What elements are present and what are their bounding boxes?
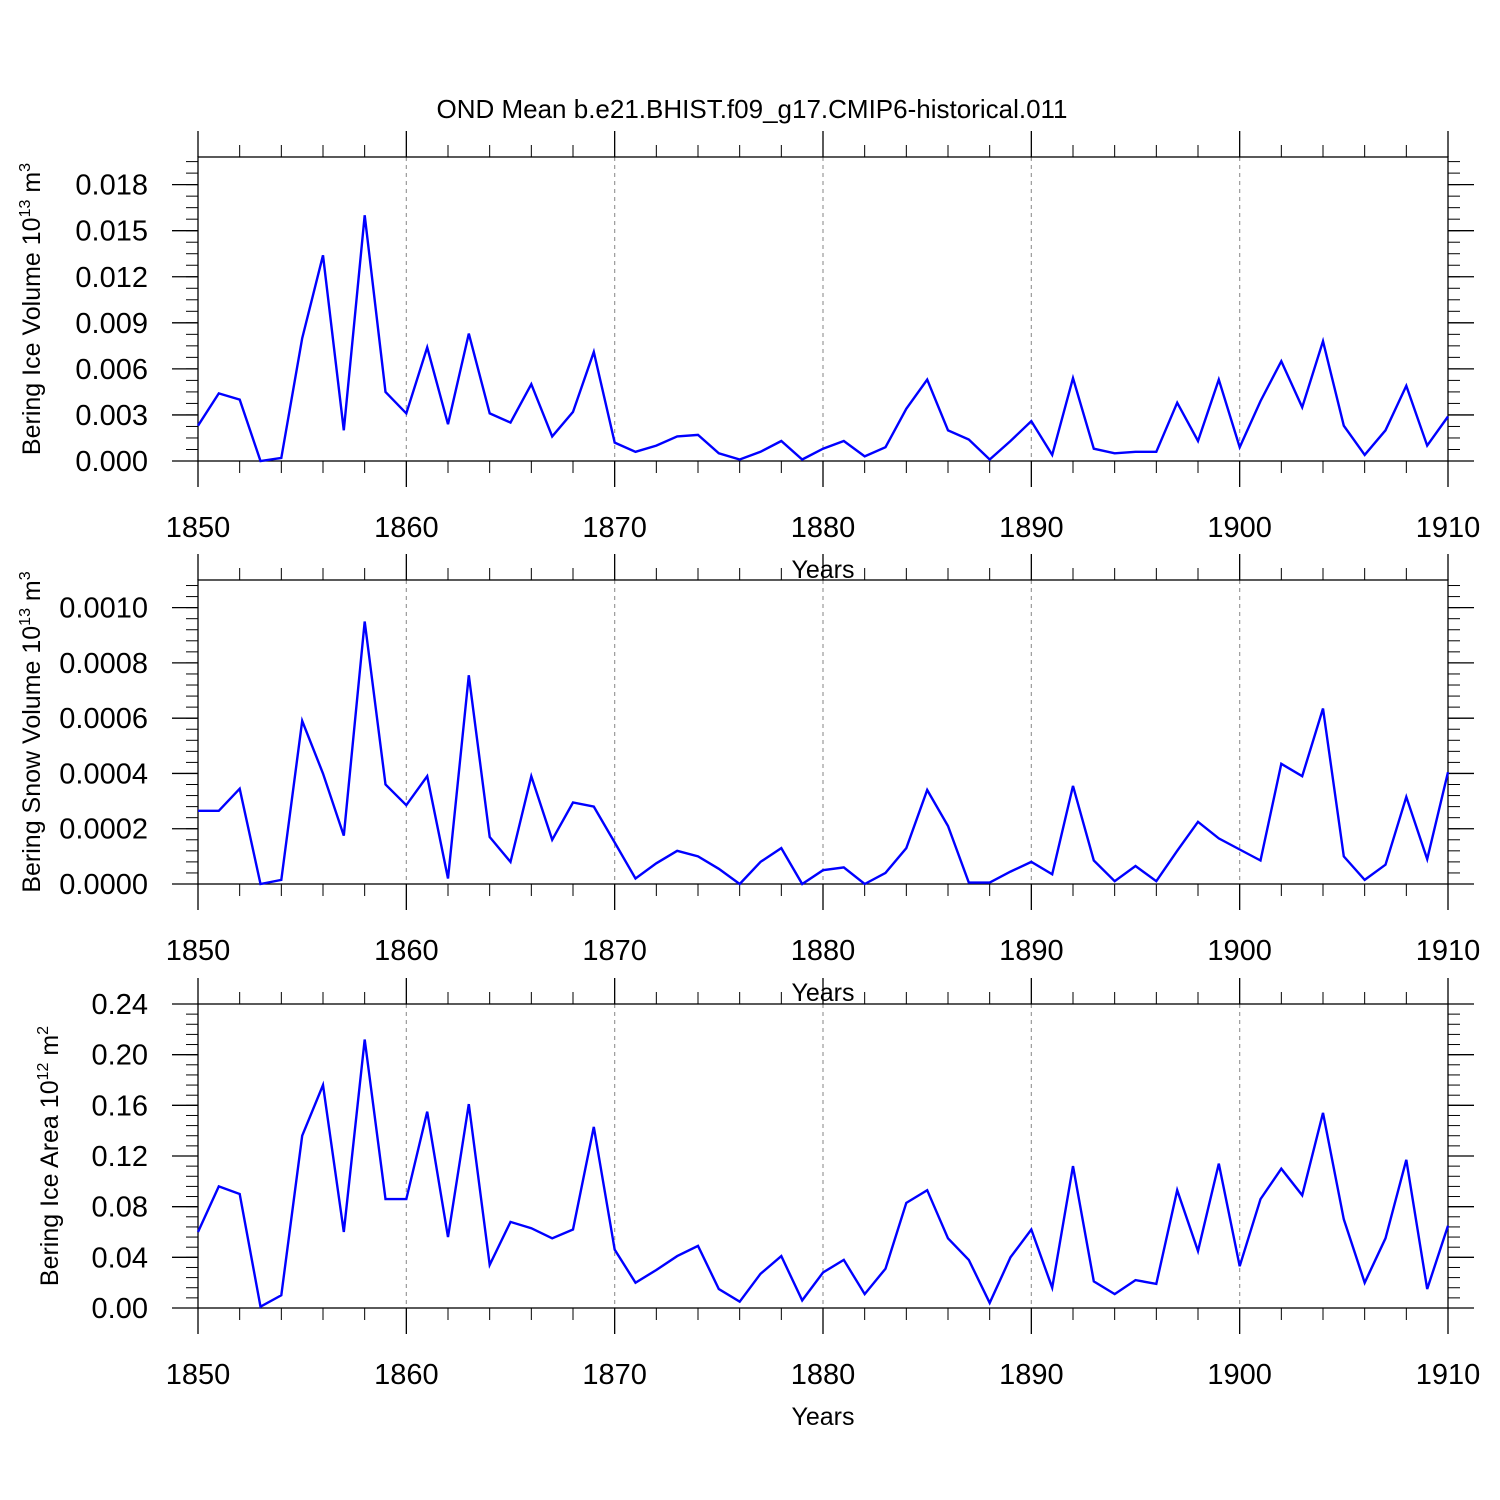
data-line <box>198 621 1450 886</box>
x-tick-label: 1910 <box>1416 935 1481 967</box>
x-axis-title: Years <box>791 1403 854 1431</box>
y-tick-label: 0.24 <box>92 989 148 1021</box>
data-line <box>196 215 1449 463</box>
x-tick-label: 1900 <box>1207 512 1272 544</box>
x-tick-label: 1860 <box>374 1359 439 1391</box>
y-axis-title: Bering Snow Volume 1013 m3 <box>17 571 46 892</box>
x-tick-label: 1880 <box>791 935 856 967</box>
x-tick-label: 1870 <box>582 512 647 544</box>
x-tick-label: 1910 <box>1416 512 1481 544</box>
y-tick-label: 0.04 <box>92 1242 148 1274</box>
panel-ice-area: 0.00 0.04 0.08 0.12 0.16 0.20 0.24 1850 1860 1870… <box>35 978 1480 1431</box>
y-tick-label: 0.000 <box>75 446 148 478</box>
y-tick-label: 0.018 <box>75 170 148 202</box>
y-tick-label: 0.16 <box>92 1090 148 1122</box>
panel-snow-volume: 0.0000 0.0002 0.0004 0.0006 0.0008 0.0010 1850… <box>17 554 1480 1007</box>
y-tick-label: 0.012 <box>75 262 148 294</box>
x-tick-label: 1850 <box>166 935 231 967</box>
data-line <box>196 1039 1450 1309</box>
y-tick-label: 0.00 <box>92 1293 148 1325</box>
y-tick-label: 0.006 <box>75 354 148 386</box>
x-tick-label: 1900 <box>1207 935 1272 967</box>
panel-ice-volume: 0.000 0.003 0.006 0.009 0.012 0.015 0.018 1850 1… <box>17 131 1480 584</box>
x-tick-label: 1870 <box>582 1359 647 1391</box>
x-tick-label: 1890 <box>999 935 1064 967</box>
y-tick-label: 0.003 <box>75 400 148 432</box>
x-tick-label: 1880 <box>791 512 856 544</box>
figure-title: OND Mean b.e21.BHIST.f09_g17.CMIP6-histo… <box>436 94 1067 124</box>
y-tick-label: 0.0006 <box>59 703 148 735</box>
y-tick-label: 0.0010 <box>59 593 148 625</box>
y-tick-label: 0.0008 <box>59 648 148 680</box>
x-tick-label: 1860 <box>374 935 439 967</box>
y-axis-title: Bering Ice Area 1012 m2 <box>35 1026 64 1286</box>
x-tick-label: 1900 <box>1207 1359 1272 1391</box>
x-tick-label: 1850 <box>166 1359 231 1391</box>
x-tick-label: 1860 <box>374 512 439 544</box>
x-tick-label: 1890 <box>999 1359 1064 1391</box>
x-tick-label: 1890 <box>999 512 1064 544</box>
x-tick-label: 1880 <box>791 1359 856 1391</box>
y-tick-label: 0.015 <box>75 216 148 248</box>
y-tick-label: 0.12 <box>92 1141 148 1173</box>
y-axis-title: Bering Ice Volume 1013 m3 <box>17 163 46 455</box>
y-tick-label: 0.009 <box>75 308 148 340</box>
y-tick-label: 0.08 <box>92 1192 148 1224</box>
x-tick-label: 1870 <box>582 935 647 967</box>
y-tick-label: 0.0000 <box>59 869 148 901</box>
x-tick-label: 1910 <box>1416 1359 1481 1391</box>
y-tick-label: 0.20 <box>92 1040 148 1072</box>
y-tick-label: 0.0004 <box>59 758 148 790</box>
y-tick-label: 0.0002 <box>59 814 148 846</box>
x-tick-label: 1850 <box>166 512 231 544</box>
